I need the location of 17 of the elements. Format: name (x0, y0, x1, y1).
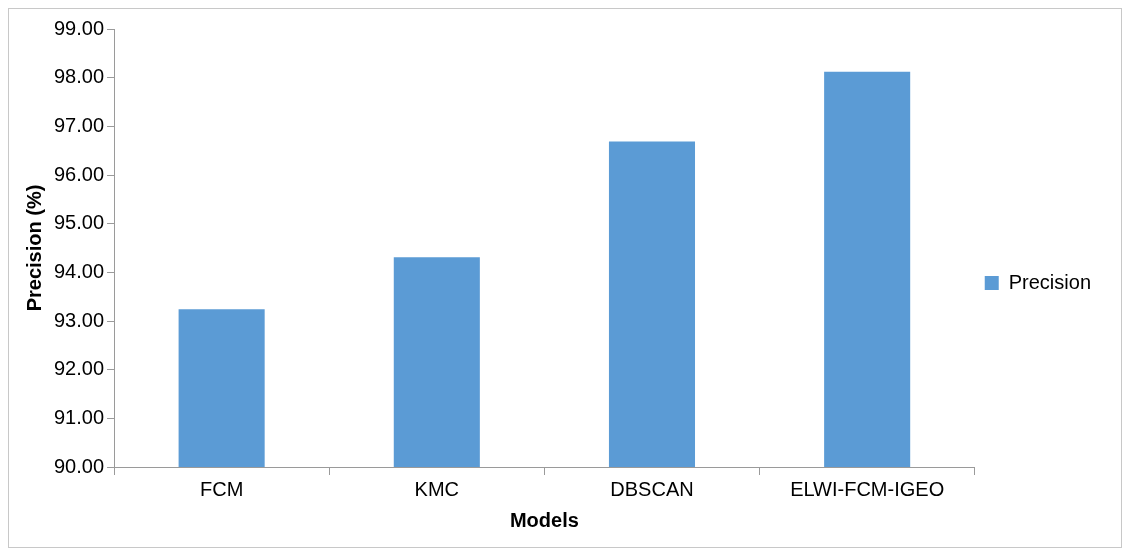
y-tick-label: 99.00 (53, 16, 105, 39)
y-tick-label: 97.00 (53, 113, 105, 136)
y-tick-label: 94.00 (53, 259, 105, 282)
y-tick-label: 96.00 (53, 162, 105, 185)
y-tick-label: 90.00 (53, 454, 105, 477)
y-axis-title: Precision (%) (22, 184, 45, 312)
x-tick-label: ELWI-FCM-IGEO (790, 477, 945, 500)
y-tick-label: 93.00 (53, 308, 105, 331)
x-axis-title: Models (509, 508, 579, 531)
y-tick-label: 98.00 (53, 65, 105, 88)
y-tick-label: 92.00 (53, 357, 105, 380)
x-tick-label: FCM (199, 477, 244, 500)
x-tick-label: DBSCAN (610, 477, 694, 500)
y-tick-label: 95.00 (53, 211, 105, 234)
x-tick-label: KMC (414, 477, 460, 500)
y-tick-label: 91.00 (53, 405, 105, 428)
legend-label: Precision (1008, 270, 1092, 293)
